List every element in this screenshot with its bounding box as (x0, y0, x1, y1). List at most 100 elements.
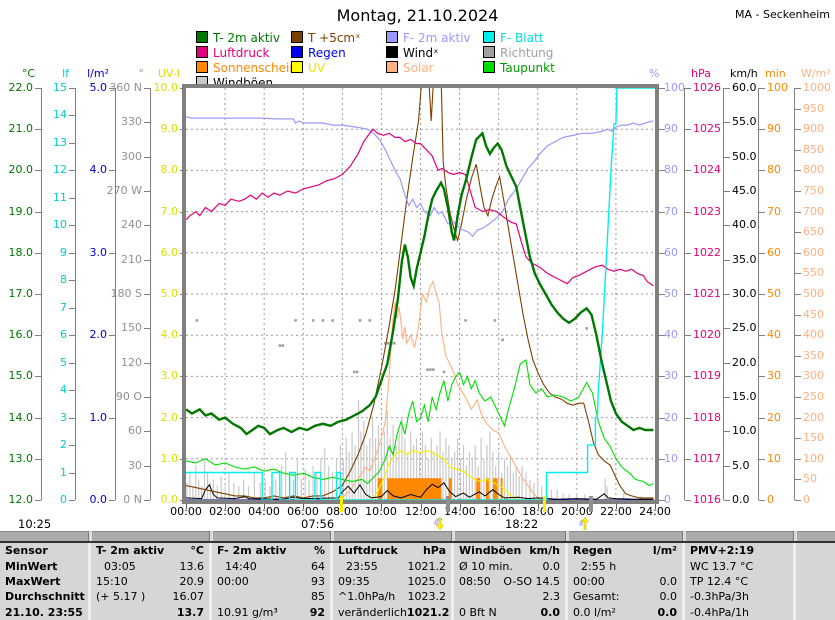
axis-line-lm2 (115, 88, 116, 500)
table-row-label: Durchschnitt (5, 590, 85, 604)
cell-text: Gesamt: (573, 590, 620, 604)
axis-tick-label: 1017 (693, 452, 721, 465)
cell-value: °C (190, 544, 204, 558)
axis-tick-label: 50.0 (732, 150, 757, 163)
axis-tick-label: 60 (664, 246, 678, 259)
series-f--2m-aktiv (186, 116, 654, 238)
table-cell-pmv+2:19: PMV+2:19 (682, 543, 793, 559)
axis-tick (144, 260, 150, 261)
divider-notch (330, 531, 334, 541)
axis-tick-label: 55.0 (732, 115, 757, 128)
axis-tick (795, 397, 801, 398)
axis-tick (795, 356, 801, 357)
table-cell-regen: 2:55 h (565, 558, 682, 574)
axis-tick (795, 500, 801, 501)
axis-tick (144, 466, 150, 467)
axis-tick-label: 1018 (693, 411, 721, 424)
axis-tick (759, 376, 765, 377)
axis-tick (759, 170, 765, 171)
divider-notch (565, 531, 569, 541)
x-tick (616, 504, 617, 509)
axis-tick-label: 12 (53, 163, 67, 176)
series-uv (186, 449, 654, 500)
legend-label: T- 2m aktiv (213, 31, 280, 45)
sunrise-time: 07:56 (301, 517, 335, 531)
axis-tick-label: 0.0 (89, 493, 108, 506)
marker-sunset: 18:22 (505, 517, 538, 541)
series-t--2m-aktiv (186, 131, 654, 436)
x-tick (264, 504, 265, 509)
axis-tick-label: 0.0 (160, 493, 179, 506)
series-t-+5cm (186, 88, 654, 499)
table-cell-windböen: 0 Bft N 0.0 (451, 604, 565, 620)
legend-swatch (196, 61, 208, 73)
axis-tick-label: 30 (128, 459, 142, 472)
axis-tick (759, 212, 765, 213)
axis-tick (685, 88, 691, 89)
axis-tick-label: 90 (664, 122, 678, 135)
axis-tick-label: 11 (53, 191, 67, 204)
axis-tick-label: 1021 (693, 287, 721, 300)
cell-text: 14:40 (225, 559, 257, 573)
table-cell-regen: Gesamt: 0.0 (565, 589, 682, 605)
axis-tick-label: 4 (60, 383, 67, 396)
legend-item: Regen (291, 46, 346, 60)
cell-value: 1021.2 (406, 605, 450, 619)
axis-tick (759, 294, 765, 295)
axis-tick-label: 70 (767, 205, 781, 218)
axis-tick-label: 500 (803, 287, 824, 300)
axis-tick-label: 0.0 (732, 493, 750, 506)
divider-notch (682, 531, 686, 541)
axis-tick (685, 376, 691, 377)
sunshine-bar (500, 478, 503, 500)
legend-label: Solar (403, 61, 434, 75)
axis-tick (795, 459, 801, 460)
cell-text: Ø 10 min. (459, 559, 513, 573)
axis-tick (724, 157, 730, 158)
cell-value: % (313, 544, 325, 558)
axis-tick-label: 800 (803, 163, 824, 176)
axis-tick-label: 14.0 (8, 411, 34, 424)
cell-text: Regen (573, 544, 613, 558)
axis-tick-label: 1023 (693, 205, 721, 218)
x-tick-label: 12:00 (405, 505, 437, 518)
axis-unit-pct: % (649, 67, 660, 80)
axis-tick (659, 500, 665, 501)
axis-line-temp (41, 88, 42, 500)
wind-direction-dot (442, 370, 446, 374)
axis-tick (144, 294, 150, 295)
table-cell-luftdruck: 23:55 1021.2 (330, 558, 451, 574)
axis-tick (724, 88, 730, 89)
axis-tick-label: 80 (664, 163, 678, 176)
axis-tick (659, 294, 665, 295)
axis-tick-label: 2.0 (89, 328, 108, 341)
cell-text: -0.3hPa/3h (690, 590, 749, 604)
axis-tick-label: 90 O (115, 390, 142, 403)
cell-text: 03:05 (104, 559, 136, 573)
axis-tick (795, 150, 801, 151)
axis-tick (795, 129, 801, 130)
legend-item: Windˣ (386, 46, 438, 60)
axis-tick (69, 418, 75, 419)
axis-tick (685, 294, 691, 295)
wind-direction-dot (294, 319, 297, 322)
axis-unit-kmh: km/h (730, 67, 758, 80)
axis-tick-label: 100 (803, 452, 824, 465)
axis-tick-label: 50 (803, 472, 817, 485)
axis-tick-label: 19.0 (8, 205, 34, 218)
cell-value: 0.0 (657, 605, 678, 619)
axis-tick (69, 308, 75, 309)
x-tick-label: 16:00 (483, 505, 515, 518)
axis-tick-label: 360 N (109, 81, 142, 94)
axis-tick-label: 850 (803, 143, 824, 156)
axis-tick-label: 20.0 (732, 356, 757, 369)
axis-tick-label: 5 (60, 356, 67, 369)
axis-tick (144, 225, 150, 226)
cell-text: (+ 5.17 ) (96, 590, 146, 604)
axis-tick-label: 14 (53, 108, 67, 121)
axis-tick (35, 129, 41, 130)
cell-value: 13.7 (176, 605, 204, 619)
cell-value: hPa (422, 544, 446, 558)
series-luftdruck (186, 128, 654, 287)
axis-tick (144, 500, 150, 501)
